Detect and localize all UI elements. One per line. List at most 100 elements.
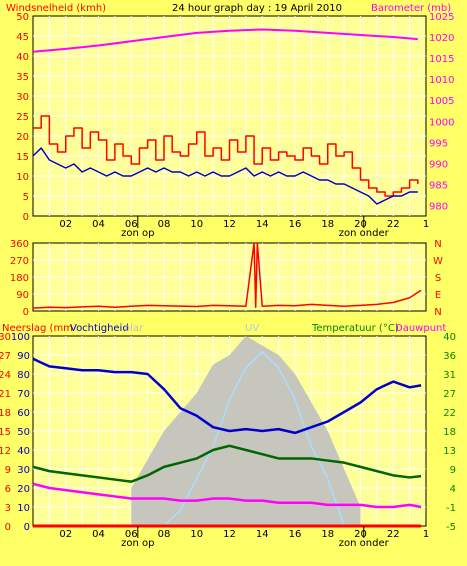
wind-tick-label: 20: [16, 132, 29, 143]
temperature-tick-label: 9: [450, 465, 456, 476]
rain-tick-label: 30: [0, 332, 11, 343]
time-tick-label: 04: [92, 219, 105, 230]
time-tick-label: 16: [289, 529, 302, 540]
temperature-tick-label: 40: [443, 332, 456, 343]
time-tick-label: 10: [190, 219, 203, 230]
humidity-tick-label: 0: [24, 522, 30, 533]
barometer-tick-label: 980: [429, 201, 448, 212]
temperature-tick-label: 22: [443, 408, 456, 419]
time-tick-label: 14: [256, 219, 269, 230]
solar-axis-title: olar: [124, 323, 144, 334]
humidity-tick-label: 40: [17, 446, 30, 457]
humidity-tick-label: 60: [17, 408, 30, 419]
rain-tick-label: 15: [0, 427, 11, 438]
direction-tick-label: 360: [10, 239, 29, 250]
compass-label: S: [435, 273, 441, 284]
humidity-axis-title: Vochtigheid: [70, 323, 129, 334]
humidity-tick-label: 50: [17, 427, 30, 438]
time-tick-label: 08: [158, 529, 171, 540]
time-tick-label: 20: [354, 219, 367, 230]
time-tick-label: 08: [158, 219, 171, 230]
wind-tick-label: 10: [16, 172, 29, 183]
barometer-series: [32, 28, 418, 53]
wind-tick-label: 45: [16, 32, 29, 43]
wind-tick-label: 5: [23, 192, 29, 203]
barometer-axis-title: Barometer (mb): [371, 3, 451, 14]
uv-series: [163, 351, 345, 527]
time-tick-label: 12: [223, 219, 236, 230]
compass-label: N: [434, 307, 441, 318]
barometer-tick-label: 1010: [429, 75, 454, 86]
barometer-tick-label: 985: [429, 180, 448, 191]
time-tick-label: 14: [256, 529, 269, 540]
time-tick-label: 06: [125, 529, 138, 540]
time-tick-label: 18: [321, 529, 334, 540]
temperature-tick-label: 18: [443, 427, 456, 438]
barometer-tick-label: 1025: [429, 12, 454, 23]
temperature-tick-label: 31: [443, 370, 456, 381]
uv-axis-title: UV: [245, 323, 259, 334]
barometer-tick-label: 1000: [429, 117, 454, 128]
rain-tick-label: 24: [0, 370, 11, 381]
humidity-tick-label: 10: [17, 503, 30, 514]
wind-direction-series: [32, 242, 422, 309]
sunrise-label: zon op: [121, 228, 154, 239]
time-tick-label: 1: [423, 219, 429, 230]
time-tick-label: 20: [354, 529, 367, 540]
rain-tick-label: 6: [5, 484, 11, 495]
humidity-tick-label: 20: [17, 484, 30, 495]
humidity-tick-label: 80: [17, 370, 30, 381]
dewpoint-series: [32, 482, 422, 509]
humidity-series: [32, 357, 422, 435]
temperature-tick-label: 13: [443, 446, 456, 457]
wind-barometer-panel: 0510152025303540455098098599099510001005…: [16, 12, 454, 239]
wind-tick-label: 35: [16, 72, 29, 83]
humidity-tick-label: 70: [17, 389, 30, 400]
temperature-tick-label: 36: [443, 351, 456, 362]
humidity-tick-label: 100: [11, 332, 30, 343]
rain-axis-title: Neerslag (mm: [2, 323, 73, 334]
direction-tick-label: 0: [23, 307, 29, 318]
rain-tick-label: 9: [5, 465, 11, 476]
time-tick-label: 04: [92, 529, 105, 540]
barometer-tick-label: 1015: [429, 54, 454, 65]
humidity-tick-label: 30: [17, 465, 30, 476]
time-tick-label: 12: [223, 529, 236, 540]
wind-gust-series: [33, 115, 419, 197]
time-tick-label: 22: [387, 219, 400, 230]
time-tick-label: 02: [59, 219, 72, 230]
sunrise-label: zon op: [121, 538, 154, 549]
wind-tick-label: 0: [23, 212, 29, 223]
rain-tick-label: 12: [0, 446, 11, 457]
time-tick-label: 18: [321, 219, 334, 230]
temperature-series: [32, 444, 422, 483]
rain-humidity-temperature-panel: 0369121518212427300102030405060708090100…: [0, 332, 456, 549]
compass-label: N: [434, 239, 441, 250]
dewpoint-axis-title: Dauwpunt: [395, 323, 446, 334]
chart-title: 24 hour graph day : 19 April 2010: [172, 3, 342, 14]
rain-tick-label: 27: [0, 351, 11, 362]
wind-tick-label: 40: [16, 52, 29, 63]
compass-label: W: [433, 256, 443, 267]
rain-tick-label: 3: [5, 503, 11, 514]
direction-tick-label: 90: [16, 290, 29, 301]
solar-series: [131, 336, 361, 526]
time-tick-label: 10: [190, 529, 203, 540]
temperature-axis-title: Temperatuur (°C): [311, 323, 399, 334]
wind-tick-label: 50: [16, 12, 29, 23]
barometer-tick-label: 1020: [429, 33, 454, 44]
sunset-label: zon onder: [339, 538, 390, 549]
wind-average-series: [32, 147, 418, 205]
wind-tick-label: 15: [16, 152, 29, 163]
rain-tick-label: 0: [5, 522, 11, 533]
temperature-tick-label: 4: [450, 484, 456, 495]
barometer-tick-label: 1005: [429, 96, 454, 107]
temperature-tick-label: -1: [446, 503, 456, 514]
time-tick-label: 06: [125, 219, 138, 230]
rain-tick-label: 21: [0, 389, 11, 400]
time-tick-label: 22: [387, 529, 400, 540]
barometer-tick-label: 995: [429, 138, 448, 149]
wind-tick-label: 30: [16, 92, 29, 103]
